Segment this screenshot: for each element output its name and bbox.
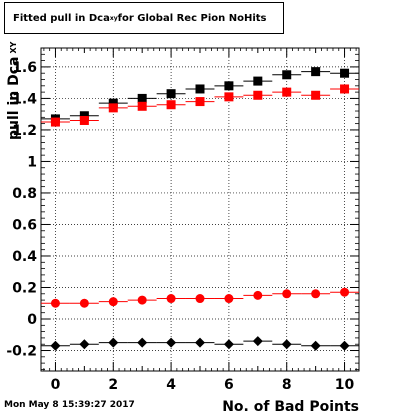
data-point-square [282, 87, 292, 97]
data-point-diamond [137, 337, 148, 348]
y-axis-label-main: pull in Dca [6, 57, 22, 140]
data-point-circle [79, 298, 89, 308]
data-point-square [108, 103, 118, 113]
series-2 [41, 84, 359, 127]
x-axis: 0 2 4 6 8 10 [43, 48, 357, 393]
y-tick-label: 0.6 [12, 217, 37, 233]
y-tick-label: 0 [27, 312, 37, 328]
y-tick-label: 1.4 [12, 91, 37, 107]
x-tick-label: 10 [335, 377, 355, 393]
chart-title: Fitted pull in Dca xy for Global Rec Pion… [4, 2, 284, 34]
x-tick-label: 0 [51, 377, 61, 393]
data-point-diamond [108, 337, 119, 348]
x-tick-label: 4 [166, 377, 176, 393]
data-point-square [340, 84, 350, 94]
data-point-square [224, 81, 234, 91]
data-point-diamond [166, 337, 177, 348]
data-point-circle [166, 294, 176, 304]
data-point-square [137, 93, 147, 103]
y-axis: -0.2 0 0.2 0.4 0.6 0.8 1 1.2 1.4 1.6 [6, 53, 359, 370]
data-point-square [79, 111, 89, 121]
data-point-circle [108, 297, 118, 307]
data-point-square [253, 76, 263, 86]
data-point-circle [311, 289, 321, 299]
data-point-circle [340, 287, 350, 297]
x-tick-label: 2 [108, 377, 118, 393]
data-point-diamond [195, 337, 205, 348]
data-point-circle [137, 295, 147, 305]
datestamp: Mon May 8 15:39:27 2017 [4, 400, 135, 410]
chart-title-suffix: for Global Rec Pion NoHits [117, 12, 267, 24]
x-axis-label: No. of Bad Points [222, 399, 359, 414]
grid [41, 48, 359, 371]
data-point-square [195, 97, 205, 107]
data-point-diamond [339, 340, 350, 351]
y-tick-label: 1.6 [12, 60, 37, 76]
data-point-square [79, 115, 89, 125]
data-point-square [195, 84, 205, 94]
data-point-diamond [281, 339, 292, 350]
data-point-square [282, 70, 292, 80]
x-tick-label: 6 [224, 377, 234, 393]
data-point-diamond [50, 340, 61, 351]
data-point-square [224, 92, 234, 102]
y-tick-label: 0.8 [12, 186, 37, 202]
data-point-diamond [310, 340, 321, 351]
data-point-circle [50, 298, 60, 308]
data-point-square [50, 117, 60, 127]
data-point-square [166, 100, 176, 110]
x-tick-label: 8 [282, 377, 292, 393]
data-point-square [311, 67, 321, 77]
data-point-square [166, 89, 176, 99]
y-axis-label-sub: XY [9, 41, 18, 53]
data-point-diamond [79, 339, 90, 350]
chart-title-sub: xy [109, 14, 118, 22]
y-axis-label: pull in Dca XY [6, 41, 22, 140]
data-point-square [137, 101, 147, 111]
data-point-circle [224, 294, 234, 304]
data-point-diamond [252, 336, 263, 347]
data-point-square [108, 98, 118, 108]
y-tick-label: 0.4 [12, 249, 37, 265]
data-point-square [253, 90, 263, 100]
data-series [41, 67, 359, 351]
y-tick-label: -0.2 [6, 344, 37, 360]
data-point-diamond [223, 339, 234, 350]
series-4 [41, 336, 359, 351]
y-tick-label: 1 [27, 154, 37, 170]
data-point-circle [195, 294, 205, 304]
y-tick-label: 1.2 [12, 123, 37, 139]
data-point-circle [253, 290, 263, 300]
y-tick-label: 0.2 [12, 280, 37, 296]
series-3 [41, 287, 359, 308]
chart-title-prefix: Fitted pull in Dca [13, 12, 110, 24]
data-point-square [311, 90, 321, 100]
data-point-circle [282, 289, 292, 299]
data-point-square [340, 68, 350, 78]
